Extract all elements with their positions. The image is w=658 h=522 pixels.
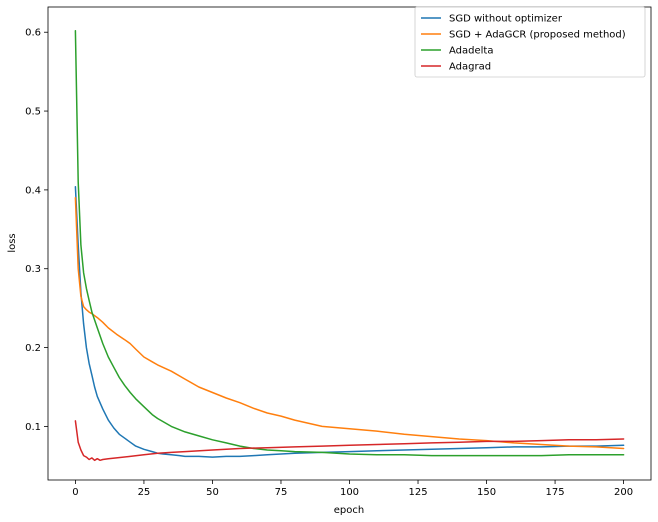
series-line-1 [74, 185, 625, 458]
legend-label-1: SGD without optimizer [449, 14, 563, 25]
legend-box [414, 6, 646, 78]
y-tick-label: 0.2 [25, 343, 41, 354]
x-tick-label: 50 [206, 487, 219, 498]
x-tick-label: 125 [408, 487, 427, 498]
legend-label-2: SGD + AdaGCR (proposed method) [449, 30, 626, 41]
x-axis-label: epoch [334, 505, 364, 516]
y-tick-label: 0.1 [25, 422, 41, 433]
y-tick-label: 0.3 [25, 264, 41, 275]
legend-label-4: Adagrad [449, 62, 491, 73]
y-tick-label: 0.4 [25, 185, 41, 196]
series-line-2 [74, 197, 625, 450]
x-tick-label: 175 [546, 487, 565, 498]
y-tick-label: 0.5 [25, 107, 41, 118]
series-line-3 [74, 29, 625, 457]
y-axis-label: loss [7, 233, 18, 252]
legend: SGD without optimizer SGD + AdaGCR (propo… [414, 6, 646, 78]
plot-background [48, 7, 651, 480]
y-tick-label: 0.6 [25, 28, 41, 39]
legend-label-3: Adadelta [449, 46, 493, 57]
y-axis: 0.1 0.2 0.3 0.4 0.5 0.6 [25, 28, 48, 433]
x-tick-label: 75 [275, 487, 288, 498]
x-tick-label: 0 [72, 487, 78, 498]
series-layer [74, 29, 625, 462]
x-tick-label: 25 [138, 487, 151, 498]
x-tick-label: 150 [477, 487, 496, 498]
series-line-4 [74, 420, 625, 462]
x-tick-label: 100 [340, 487, 359, 498]
x-axis: 0 25 50 75 100 125 150 175 200 [72, 480, 633, 498]
x-tick-label: 200 [614, 487, 633, 498]
